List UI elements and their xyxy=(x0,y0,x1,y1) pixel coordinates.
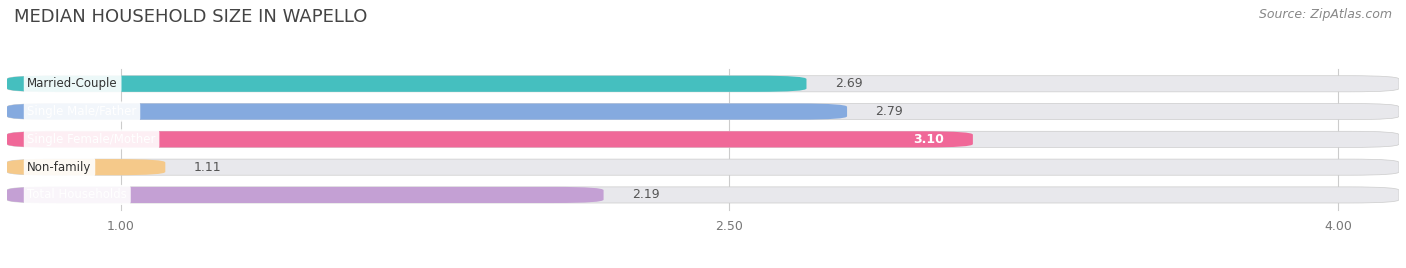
FancyBboxPatch shape xyxy=(7,131,1399,147)
FancyBboxPatch shape xyxy=(7,76,807,92)
Text: 2.79: 2.79 xyxy=(876,105,903,118)
Text: 2.69: 2.69 xyxy=(835,77,862,90)
FancyBboxPatch shape xyxy=(7,103,846,120)
FancyBboxPatch shape xyxy=(7,159,1399,175)
Text: 3.10: 3.10 xyxy=(914,133,945,146)
Text: Non-family: Non-family xyxy=(27,161,91,174)
Text: 2.19: 2.19 xyxy=(631,188,659,202)
FancyBboxPatch shape xyxy=(7,187,603,203)
Text: MEDIAN HOUSEHOLD SIZE IN WAPELLO: MEDIAN HOUSEHOLD SIZE IN WAPELLO xyxy=(14,8,367,26)
FancyBboxPatch shape xyxy=(7,76,1399,92)
Text: Source: ZipAtlas.com: Source: ZipAtlas.com xyxy=(1258,8,1392,21)
Text: Single Male/Father: Single Male/Father xyxy=(27,105,136,118)
FancyBboxPatch shape xyxy=(7,159,166,175)
FancyBboxPatch shape xyxy=(7,131,973,147)
Text: 1.11: 1.11 xyxy=(194,161,221,174)
FancyBboxPatch shape xyxy=(7,187,1399,203)
Text: Total Households: Total Households xyxy=(27,188,127,202)
FancyBboxPatch shape xyxy=(7,103,1399,120)
Text: Married-Couple: Married-Couple xyxy=(27,77,118,90)
Text: Single Female/Mother: Single Female/Mother xyxy=(27,133,156,146)
